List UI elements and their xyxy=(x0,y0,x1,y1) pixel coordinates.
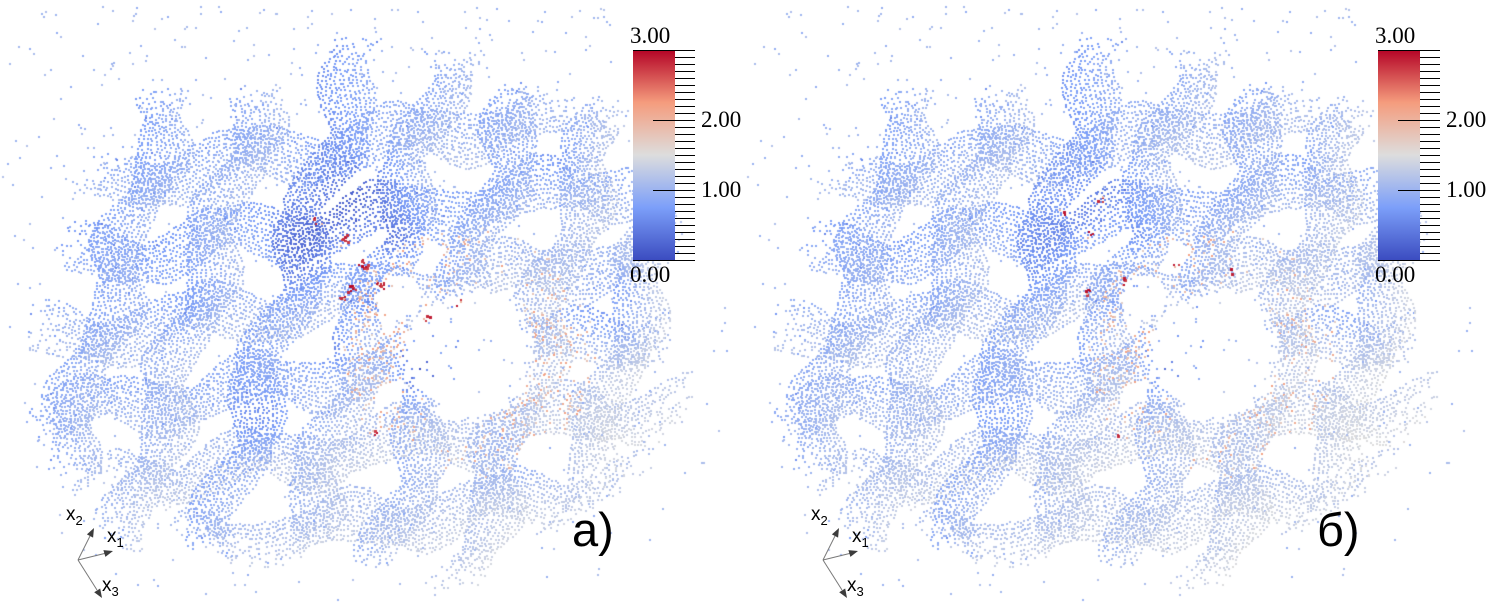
subfigure-label-b: б) xyxy=(1317,503,1360,556)
colorbar-min-label: 0.00 xyxy=(630,262,671,287)
subfigure-label-a: а) xyxy=(572,503,614,556)
x2-arrowhead-icon xyxy=(86,528,94,538)
point-cloud-b xyxy=(745,0,1490,610)
colorbar-max-label: 3.00 xyxy=(1375,23,1416,48)
colorbar-max-label: 3.00 xyxy=(630,23,671,48)
colorbar-gradient xyxy=(633,50,675,260)
panel-b: 3.00 2.00 1.00 0.00 x2 x1 x3 б) xyxy=(745,0,1490,610)
colorbar-tick-label-2: 2.00 xyxy=(701,107,742,132)
colorbar-a: 3.00 2.00 1.00 0.00 xyxy=(628,24,762,290)
x3-arrowhead-icon xyxy=(839,588,847,598)
x2-arrowhead-icon xyxy=(831,528,839,538)
axis-label-x1: x1 xyxy=(852,526,869,550)
colorbar-ticks xyxy=(1378,50,1440,261)
axis-triad-a: x2 x1 x3 xyxy=(30,490,170,610)
colorbar-min-label: 0.00 xyxy=(1375,262,1416,287)
panel-a: 3.00 2.00 1.00 0.00 x2 x1 x3 а) xyxy=(0,0,745,610)
colorbar-tick-label-2: 2.00 xyxy=(1446,107,1487,132)
colorbar-gradient xyxy=(1378,50,1420,260)
colorbar-ticks xyxy=(633,50,695,261)
axis-label-x3: x3 xyxy=(847,575,864,599)
colorbar-b: 3.00 2.00 1.00 0.00 xyxy=(1373,24,1490,290)
axis-label-x2: x2 xyxy=(811,504,828,528)
colorbar-tick-label-1: 1.00 xyxy=(701,177,742,202)
axis-triad-arrows xyxy=(77,528,113,598)
x1-arrowhead-icon xyxy=(848,550,858,557)
axis-label-x3: x3 xyxy=(102,575,119,599)
axis-triad-arrows xyxy=(822,528,858,598)
axis-label-x1: x1 xyxy=(107,526,124,550)
colorbar-tick-label-1: 1.00 xyxy=(1446,177,1487,202)
x3-arrowhead-icon xyxy=(94,588,102,598)
axis-label-x2: x2 xyxy=(66,504,83,528)
point-cloud-a xyxy=(0,0,745,610)
x1-arrowhead-icon xyxy=(103,550,113,557)
axis-triad-b: x2 x1 x3 xyxy=(775,490,915,610)
